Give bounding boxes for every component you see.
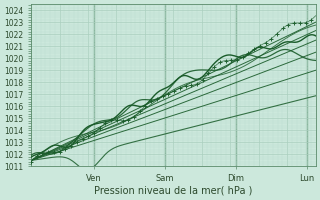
X-axis label: Pression niveau de la mer( hPa ): Pression niveau de la mer( hPa ) (94, 186, 252, 196)
